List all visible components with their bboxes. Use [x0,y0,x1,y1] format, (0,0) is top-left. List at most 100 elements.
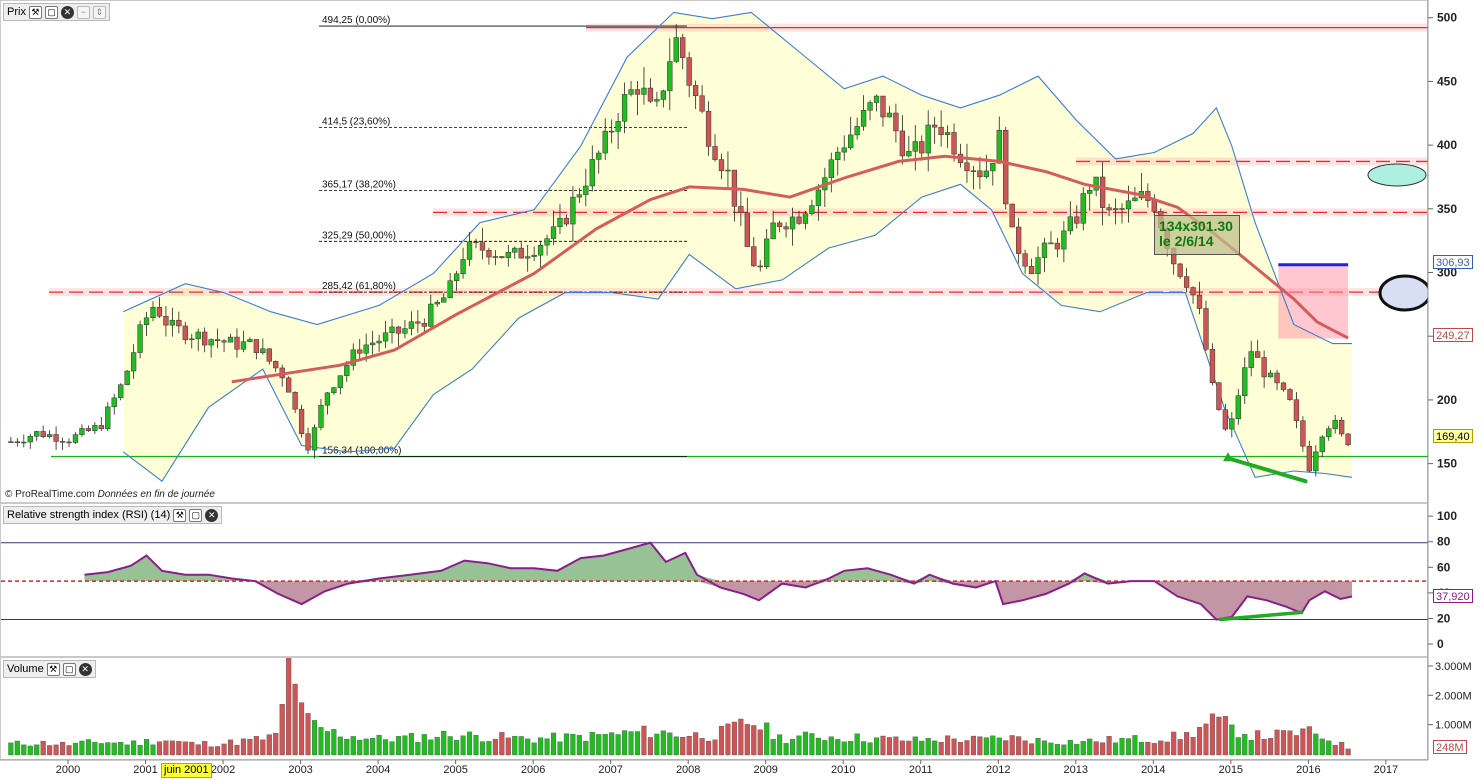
candle [796,210,802,225]
candle [841,135,847,161]
volume-bar [363,738,369,756]
candle-body [1196,294,1203,309]
candle [214,328,221,349]
volume-bar [1306,726,1312,756]
window-icon[interactable]: ▢ [189,508,203,522]
volume-bar [563,733,569,756]
volume-bar [731,721,737,756]
volume-bar [1287,730,1293,756]
volume-bar [1003,740,1009,756]
volume-bar [98,743,104,756]
x-tick-label: 2004 [366,764,390,776]
wrench-icon[interactable]: ⚒ [28,5,42,19]
volume-bar [428,739,434,756]
volume-bar [667,732,673,756]
volume-bar [279,704,285,756]
candle-body [1183,276,1190,288]
volume-bar [531,742,537,756]
candle [641,67,647,105]
volume-bar [796,735,802,756]
minimize-icon[interactable]: − [76,5,90,19]
candle-body [324,392,331,406]
candle [85,425,92,433]
candle [453,270,460,291]
window-icon[interactable]: ▢ [62,662,76,676]
candle-body [621,94,628,122]
candle-body [860,110,867,127]
volume-bar [861,741,867,756]
volume-bar [680,736,686,756]
candle [628,80,634,97]
candle-body [563,217,570,225]
candle-body [8,441,14,443]
candle-body [983,170,989,178]
candle [395,325,402,346]
candle [311,424,318,459]
ma-tag: 249,27 [1433,328,1473,342]
window-icon[interactable]: ▢ [44,5,58,19]
volume-bar [408,733,414,756]
volume-bar [505,737,511,756]
volume-bar [1145,741,1151,756]
rsi-fill-above [84,542,1352,582]
candle [1196,281,1203,315]
candle-body [912,141,918,152]
move-icon[interactable]: ⇕ [92,5,106,19]
candle-body [602,130,608,154]
volume-bar [1100,742,1106,756]
volume-chart [8,658,1351,756]
x-tick-label: 2014 [1141,764,1165,776]
candle [318,398,324,431]
candle-body [189,338,195,341]
candle [92,422,98,434]
candle-body [525,256,531,259]
price-tick-label: 200 [1437,393,1457,407]
volume-panel: Volume ⚒ ▢ ✕ [0,657,1428,760]
candle-body [486,250,492,258]
rsi-fill-below [84,581,1352,620]
volume-bar [1009,735,1015,756]
candle-body [85,428,92,431]
candle [66,438,72,448]
candle-body [382,332,389,342]
wrench-icon[interactable]: ⚒ [46,662,60,676]
volume-bar [990,735,996,756]
volume-bar [150,744,156,756]
candle [1074,205,1080,229]
candle [1048,231,1054,245]
resistance-glow-2 [433,208,1428,217]
volume-bar [1138,741,1144,756]
volume-bar [124,744,130,756]
candle-body [1093,176,1099,191]
right-axis-bg [1428,0,1484,780]
candle-body [854,126,860,136]
bollinger-upper-line [123,11,1352,345]
close-icon[interactable]: ✕ [60,5,74,19]
candle-body [14,441,20,444]
volume-bar [1164,741,1170,756]
candle [253,339,260,360]
candle-body [531,254,537,257]
candle [557,204,563,234]
close-icon[interactable]: ✕ [78,662,92,676]
wrench-icon[interactable]: ⚒ [173,508,187,522]
candle [860,95,867,131]
volume-bar [802,731,809,756]
volume-bar [40,740,46,756]
candle [1035,246,1041,285]
candle [1345,432,1351,447]
volume-bar [1216,716,1222,756]
candle-body [692,85,699,97]
volume-bar [1242,734,1248,756]
volume-bar [589,731,595,756]
volume-bar [596,734,602,756]
candle-body [453,273,460,281]
candle-body [596,152,602,160]
close-icon[interactable]: ✕ [205,508,219,522]
candle-body [111,397,117,408]
x-tick-label: 2012 [986,764,1010,776]
candle [8,436,14,443]
rsi-tick-label: 80 [1437,535,1451,549]
x-tick-label: 2011 [909,764,933,776]
volume-bar [305,713,311,756]
